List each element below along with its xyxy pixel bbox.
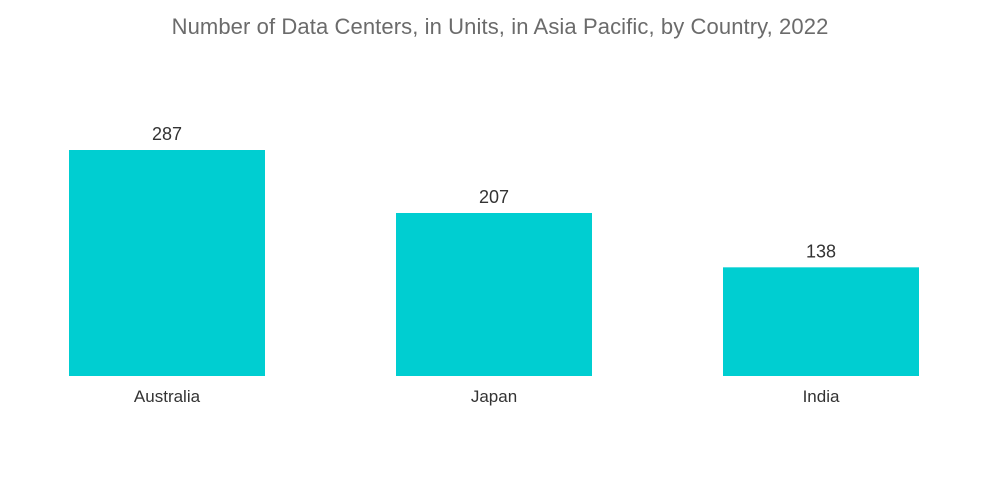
bar-japan: [396, 212, 592, 376]
chart-title: Number of Data Centers, in Units, in Asi…: [171, 14, 829, 39]
category-label-japan: Japan: [471, 387, 517, 406]
bar-india: [723, 267, 919, 376]
value-label-japan: 207: [479, 187, 509, 207]
bar-australia: [69, 150, 265, 376]
value-label-india: 138: [806, 241, 836, 261]
category-label-australia: Australia: [134, 387, 201, 406]
category-label-india: India: [803, 387, 840, 406]
value-label-australia: 287: [152, 124, 182, 144]
